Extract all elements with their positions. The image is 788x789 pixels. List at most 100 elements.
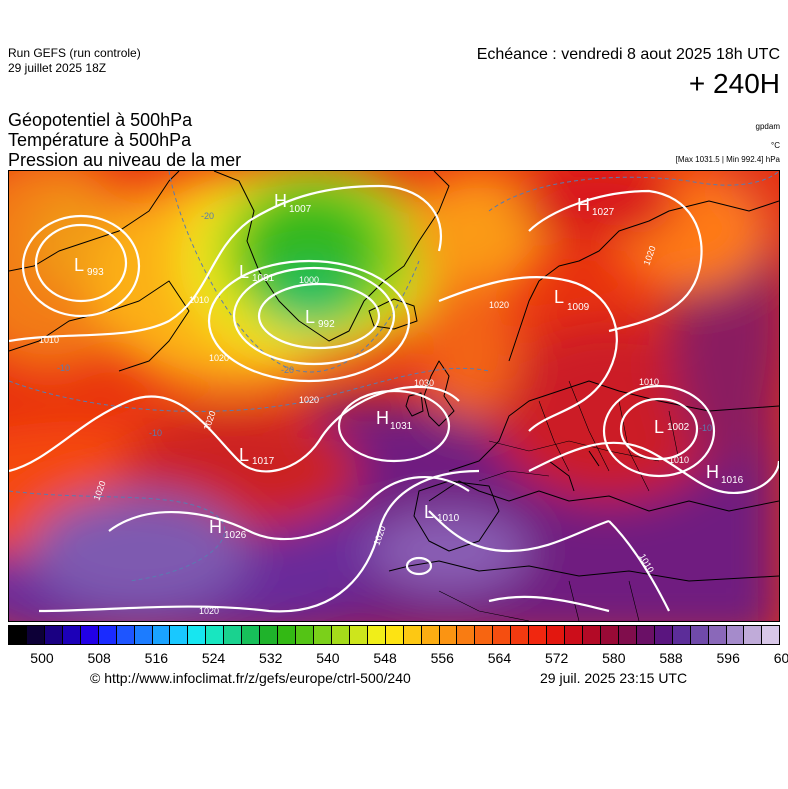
colorbar-tick-label: 508 <box>87 650 111 666</box>
colorbar-swatch <box>385 626 404 644</box>
colorbar-swatch <box>600 626 619 644</box>
colorbar-swatch <box>493 626 512 644</box>
svg-text:L: L <box>239 445 249 465</box>
colorbar-swatch <box>349 626 368 644</box>
lead-time: + 240H <box>688 68 780 99</box>
colorbar-swatch <box>331 626 350 644</box>
colorbar-swatch <box>188 626 207 644</box>
colorbar-tick-label: 580 <box>602 650 626 666</box>
low-pressure-center: L 1017 <box>239 445 275 467</box>
colorbar-swatch <box>62 626 81 644</box>
colorbar-swatch <box>278 626 296 644</box>
colorbar-swatch <box>744 626 763 644</box>
africa-coast <box>388 560 779 582</box>
ireland-coast <box>405 392 424 417</box>
colorbar-swatch <box>98 626 117 644</box>
svg-text:1010: 1010 <box>437 513 460 524</box>
unit-temperature: °C <box>771 141 780 150</box>
colorbar-swatch <box>206 626 225 644</box>
isobar-low-993-inner <box>34 223 128 303</box>
isobar-low-993-outer <box>21 214 141 318</box>
colorbar-swatch <box>80 626 99 644</box>
colorbar-swatch <box>636 626 655 644</box>
colorbar-swatch <box>511 626 530 644</box>
scandinavia-coast <box>508 200 779 362</box>
isobar-label: 1010 <box>39 335 59 345</box>
isotherm-label: -10 <box>57 363 70 373</box>
colorbar <box>8 625 780 645</box>
low-pressure-center: L 1010 <box>424 502 460 524</box>
colorbar-swatch <box>654 626 673 644</box>
weather-map: 1010 1010 1020 1020 1000 1020 1020 1030 … <box>8 170 780 622</box>
svg-text:H: H <box>706 462 719 482</box>
colorbar-swatch <box>565 626 583 644</box>
colorbar-swatch <box>672 626 691 644</box>
colorbar-swatch <box>690 626 709 644</box>
colorbar-swatch <box>475 626 494 644</box>
isobar-label: 1010 <box>639 377 659 387</box>
colorbar-tick-label: 532 <box>259 650 283 666</box>
copyright-link[interactable]: © http://www.infoclimat.fr/z/gefs/europe… <box>90 670 411 686</box>
isobar-label: 1010 <box>189 295 209 305</box>
isotherms <box>9 171 779 582</box>
isobar-label: 1020 <box>209 353 229 363</box>
isotherm-label: -20 <box>281 365 294 375</box>
unit-geopotential: gpdam <box>755 122 780 131</box>
colorbar-tick-label: 556 <box>430 650 454 666</box>
svg-text:1002: 1002 <box>667 422 690 433</box>
isobars <box>9 184 779 613</box>
high-pressure-center: H 1007 <box>274 191 312 215</box>
colorbar-swatch <box>547 626 566 644</box>
pressure-range: [Max 1031.5 | Min 992.4] hPa <box>675 155 780 164</box>
high-pressure-center: H 1031 <box>376 408 413 432</box>
coastlines <box>9 171 779 582</box>
colorbar-swatch <box>726 626 745 644</box>
colorbar-swatch <box>152 626 171 644</box>
colorbar-tick-label: 604 <box>773 650 788 666</box>
svg-text:1031: 1031 <box>390 421 413 432</box>
colorbar-swatch <box>242 626 261 644</box>
colorbar-swatch <box>44 626 63 644</box>
colorbar-swatch <box>403 626 422 644</box>
run-title: Run GEFS (run controle) <box>8 46 141 60</box>
high-pressure-center: H 1026 <box>209 517 247 541</box>
colorbar-tick-label: 588 <box>659 650 683 666</box>
isobar-label: 1020 <box>489 300 509 310</box>
colorbar-tick-label: 548 <box>373 650 397 666</box>
map-canvas: 1010 1010 1020 1020 1000 1020 1020 1030 … <box>9 171 779 621</box>
uk-coast <box>423 360 455 427</box>
isotherm-label: -20 <box>201 211 214 221</box>
colorbar-tick-labels: 500 508 516 524 532 540 548 556 564 572 580 588 596 6… <box>8 650 788 666</box>
colorbar-tick-label: 596 <box>716 650 740 666</box>
svg-text:H: H <box>274 191 287 211</box>
isobar-label: 1000 <box>299 275 319 285</box>
svg-text:L: L <box>424 502 434 522</box>
svg-text:L: L <box>74 255 84 275</box>
svg-text:992: 992 <box>318 319 335 330</box>
colorbar-swatch <box>618 626 637 644</box>
isotherm-label: -10 <box>149 428 162 438</box>
svg-text:H: H <box>209 517 222 537</box>
low-pressure-center: L 992 <box>305 307 335 330</box>
high-pressure-center: H 1027 <box>577 195 615 218</box>
svg-text:1027: 1027 <box>592 207 615 218</box>
colorbar-tick-label: 524 <box>201 650 226 666</box>
colorbar-swatch <box>421 626 440 644</box>
param-geopotential-title: Géopotentiel à 500hPa <box>8 110 193 130</box>
country-borders <box>438 380 680 621</box>
colorbar-tick-label: 500 <box>30 650 54 666</box>
colorbar-swatch <box>367 626 386 644</box>
low-pressure-center: L 1002 <box>654 417 690 437</box>
colorbar-swatch <box>9 626 27 644</box>
iceland-coast <box>368 298 418 330</box>
run-date: 29 juillet 2025 18Z <box>8 61 107 75</box>
colorbar-swatch <box>260 626 279 644</box>
isotherm-label: -10 <box>699 423 712 433</box>
greenland-coast <box>213 171 450 342</box>
svg-text:1009: 1009 <box>567 302 590 313</box>
colorbar-swatch <box>296 626 314 644</box>
europe-coast <box>428 380 779 512</box>
iberia-coast <box>413 480 500 552</box>
colorbar-tick-label: 516 <box>144 650 169 666</box>
